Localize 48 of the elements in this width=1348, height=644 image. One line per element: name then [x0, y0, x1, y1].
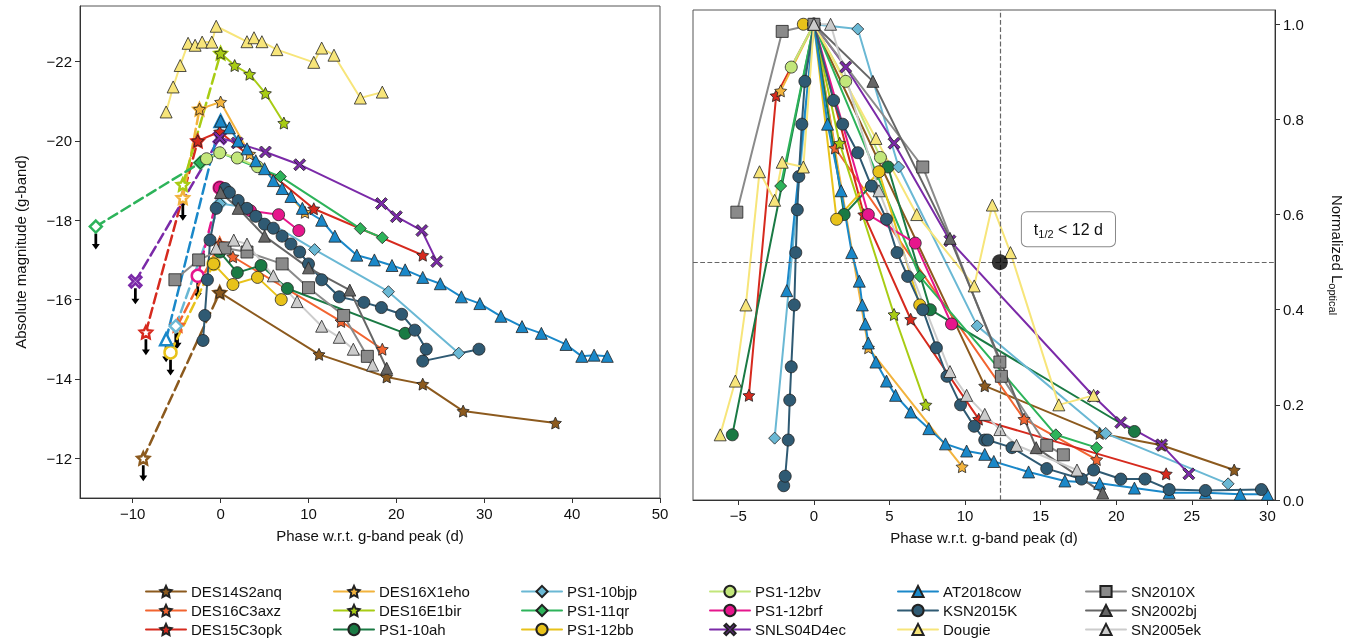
- y-tick-label: 0.0: [1283, 491, 1304, 509]
- x-tick-label: 5: [885, 507, 894, 524]
- y-tick-label: −18: [46, 211, 72, 229]
- y-tick-label: 0.6: [1283, 206, 1304, 224]
- legend-label: PS1-12bv: [755, 583, 822, 600]
- y-axis-title: Absolute magnitude (g-band): [12, 155, 29, 349]
- x-axis-title: Phase w.r.t. g-band peak (d): [276, 527, 464, 544]
- x-tick-label: 15: [1032, 507, 1050, 524]
- x-tick-label: 20: [1107, 507, 1125, 524]
- legend-label: AT2018cow: [943, 583, 1022, 600]
- legend-label: KSN2015K: [943, 602, 1018, 619]
- legend-label: PS1-12brf: [755, 602, 824, 619]
- legend-label: DES14S2anq: [191, 583, 282, 600]
- x-tick-label: 50: [651, 505, 669, 522]
- legend-label: SN2002bj: [1131, 602, 1197, 619]
- y-tick-label: 0.2: [1283, 396, 1304, 414]
- y-tick-label: −14: [46, 370, 72, 388]
- legend-label: PS1-10ah: [379, 621, 446, 638]
- x-tick-label: 0: [216, 505, 225, 522]
- legend-label: DES16C3axz: [191, 602, 282, 619]
- legend-label: DES16E1bir: [379, 602, 462, 619]
- x-tick-label: 40: [563, 505, 581, 522]
- y-tick-label: −12: [46, 449, 72, 467]
- legend-label: Dougie: [943, 621, 991, 638]
- x-tick-label: 30: [1259, 507, 1276, 524]
- x-tick-label: −5: [729, 507, 747, 524]
- legend-label: PS1-12bb: [567, 621, 634, 638]
- legend-label: SN2010X: [1131, 583, 1196, 600]
- y-tick-label: 0.8: [1283, 110, 1304, 128]
- legend-label: SNLS04D4ec: [755, 621, 847, 638]
- y-tick-label: 1.0: [1283, 15, 1304, 33]
- x-tick-label: 10: [956, 507, 974, 524]
- legend-label: PS1-10bjp: [567, 583, 638, 600]
- legend-label: DES16X1eho: [379, 583, 470, 600]
- y-tick-label: −16: [46, 291, 72, 309]
- legend-label: DES15C3opk: [191, 621, 283, 638]
- x-tick-label: 20: [388, 505, 405, 522]
- y-tick-label: −22: [46, 53, 72, 71]
- x-axis-title: Phase w.r.t. g-band peak (d): [890, 529, 1078, 546]
- x-tick-label: 0: [809, 507, 819, 524]
- legend-label: SN2005ek: [1131, 621, 1202, 638]
- x-tick-label: −10: [120, 505, 146, 522]
- x-tick-label: 10: [300, 505, 317, 522]
- x-tick-label: 25: [1183, 507, 1201, 524]
- legend-label: PS1-11qr: [567, 602, 630, 619]
- y-tick-label: 0.4: [1283, 301, 1304, 319]
- y-tick-label: −20: [46, 132, 72, 150]
- x-tick-label: 30: [475, 505, 493, 522]
